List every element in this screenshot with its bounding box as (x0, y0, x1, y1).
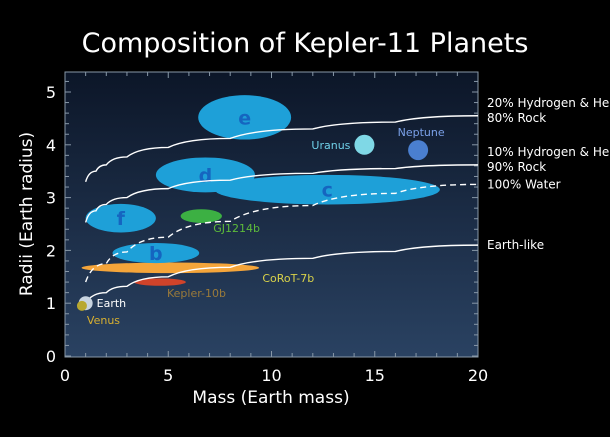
planet-ellipse-Kepler-10b (134, 278, 186, 286)
curve-label-line: 80% Rock (487, 111, 546, 125)
y-tick-label: 1 (46, 294, 56, 313)
kepler11-ellipse-c (214, 174, 440, 205)
planet-ellipse-GJ1214b (180, 209, 222, 223)
composition-curve (84, 183, 479, 283)
planet-ellipse-CoRoT-7b (81, 262, 260, 274)
x-tick-label: 15 (365, 366, 385, 385)
kepler11-ellipse-f (85, 203, 156, 233)
planet-uranus (354, 134, 375, 155)
planet-label: GJ1214b (213, 222, 260, 235)
kepler11-label-b: b (149, 243, 163, 265)
curve-label-line: 90% Rock (487, 160, 546, 174)
curve-label-line: 20% Hydrogen & Helium, (487, 96, 610, 110)
y-tick-label: 3 (46, 189, 56, 208)
x-tick-label: 0 (60, 366, 70, 385)
planet-label: Kepler-10b (167, 287, 226, 300)
y-axis-label: Radii (Earth radius) (17, 132, 37, 296)
planet-label: Uranus (311, 139, 350, 152)
planet-venus (76, 300, 87, 311)
y-tick-label: 2 (46, 241, 56, 260)
y-tick-label: 5 (46, 83, 56, 102)
composition-curve (84, 164, 479, 223)
planet-label: Neptune (398, 126, 445, 139)
curve-label: 100% Water (487, 177, 561, 191)
kepler11-label-c: c (322, 180, 333, 202)
planet-label: Venus (87, 314, 120, 327)
kepler11-label-e: e (238, 107, 251, 129)
composition-curve (85, 244, 479, 304)
x-tick-label: 20 (468, 366, 488, 385)
curve-label-line: 100% Water (487, 177, 561, 191)
kepler11-label-d: d (199, 165, 213, 187)
kepler11-ellipse-b (112, 243, 200, 264)
curve-label: 10% Hydrogen & Helium,90% Rock (487, 145, 610, 174)
planet-label: CoRoT-7b (262, 272, 314, 285)
planet-label: Earth (97, 297, 127, 310)
curve-label: 20% Hydrogen & Helium,80% Rock (487, 96, 610, 125)
kepler11-ellipse-e (198, 95, 292, 140)
x-tick-label: 5 (163, 366, 173, 385)
kepler11-label-f: f (117, 208, 126, 230)
curve-label-line: Earth-like (487, 238, 544, 252)
curve-label-line: 10% Hydrogen & Helium, (487, 145, 610, 159)
x-tick-label: 10 (261, 366, 281, 385)
planet-neptune (408, 140, 429, 161)
curve-label: Earth-like (487, 238, 544, 252)
y-tick-label: 0 (46, 347, 56, 366)
composition-curve (84, 115, 479, 182)
y-tick-label: 4 (46, 136, 56, 155)
chart-title: Composition of Kepler-11 Planets (82, 28, 529, 59)
x-axis-label: Mass (Earth mass) (192, 388, 349, 408)
